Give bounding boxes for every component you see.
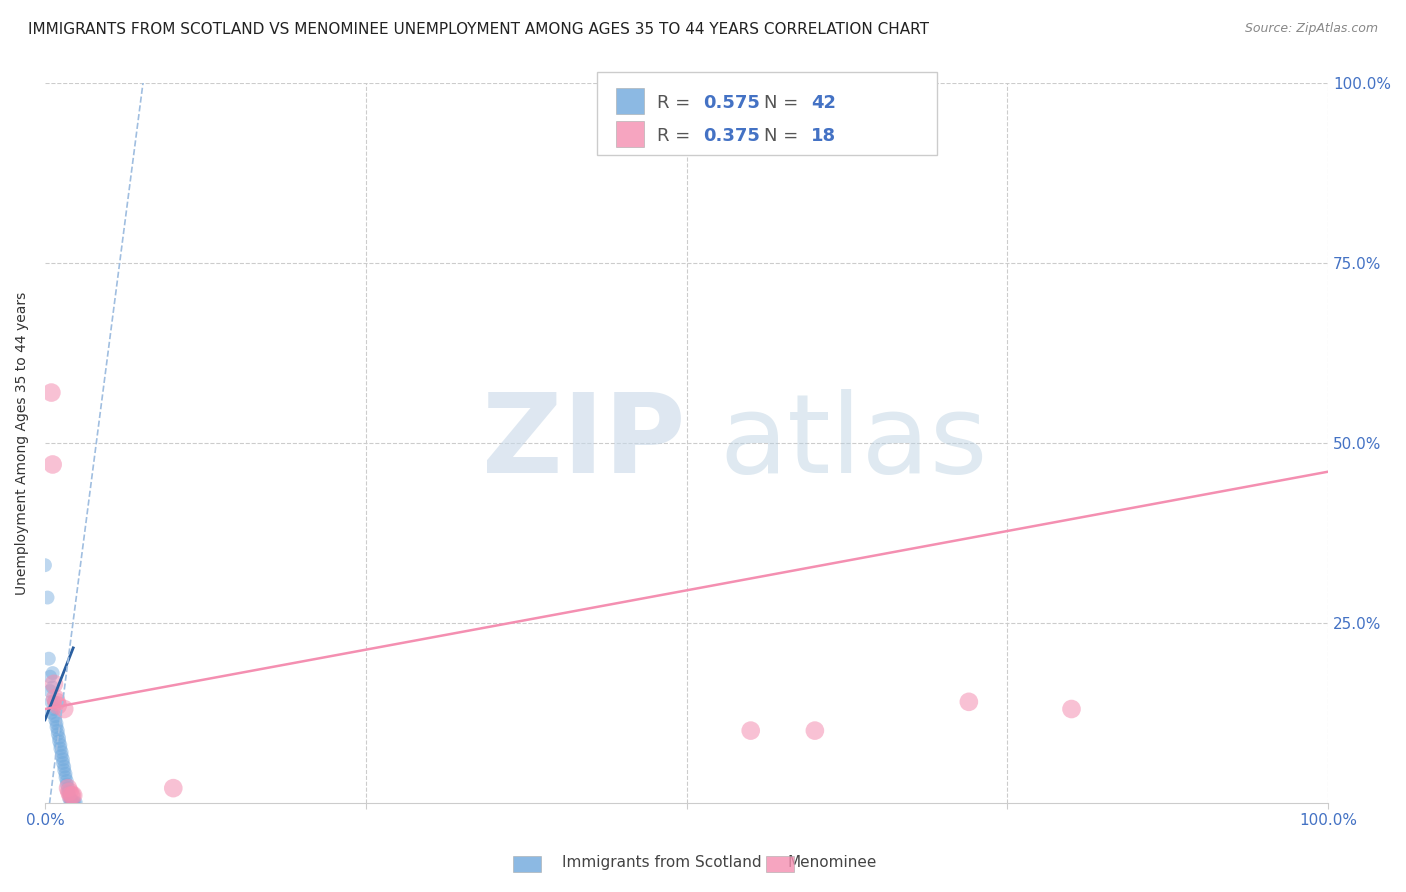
Point <box>62 789 84 803</box>
Point <box>34 558 56 573</box>
Point <box>65 796 87 810</box>
Point <box>49 741 72 756</box>
Point <box>56 774 79 789</box>
Point <box>37 591 59 605</box>
FancyBboxPatch shape <box>616 121 644 147</box>
Point <box>44 691 66 706</box>
Point <box>63 796 86 810</box>
Point <box>868 76 890 90</box>
Point <box>44 709 66 723</box>
Text: N =: N = <box>763 94 804 112</box>
Point <box>56 781 79 796</box>
Point <box>58 789 80 803</box>
Text: atlas: atlas <box>718 390 987 497</box>
Point <box>1060 702 1083 716</box>
Point <box>53 763 76 777</box>
Point <box>62 795 84 809</box>
Text: R =: R = <box>657 94 696 112</box>
Point <box>41 706 63 720</box>
Point <box>48 734 70 748</box>
Point <box>39 684 62 698</box>
Point <box>45 720 67 734</box>
Point <box>41 458 63 472</box>
Point <box>52 752 75 766</box>
Point <box>46 727 69 741</box>
Point <box>42 702 65 716</box>
Point <box>53 702 76 716</box>
Text: IMMIGRANTS FROM SCOTLAND VS MENOMINEE UNEMPLOYMENT AMONG AGES 35 TO 44 YEARS COR: IMMIGRANTS FROM SCOTLAND VS MENOMINEE UN… <box>28 22 929 37</box>
Point <box>41 695 63 709</box>
Point <box>41 385 63 400</box>
Point <box>59 789 82 803</box>
Text: 18: 18 <box>811 127 837 145</box>
Point <box>39 670 62 684</box>
Point <box>56 785 79 799</box>
Y-axis label: Unemployment Among Ages 35 to 44 years: Unemployment Among Ages 35 to 44 years <box>15 292 30 595</box>
Text: Source: ZipAtlas.com: Source: ZipAtlas.com <box>1244 22 1378 36</box>
Point <box>48 731 70 745</box>
Point <box>51 745 73 759</box>
Text: 42: 42 <box>811 94 837 112</box>
Text: R =: R = <box>657 127 696 145</box>
Point <box>45 695 67 709</box>
Point <box>55 770 77 784</box>
Point <box>42 695 65 709</box>
Point <box>56 778 79 792</box>
Point <box>804 723 827 738</box>
FancyBboxPatch shape <box>596 72 936 155</box>
Point <box>60 794 83 808</box>
Text: Immigrants from Scotland: Immigrants from Scotland <box>562 855 762 870</box>
Point <box>58 785 80 799</box>
Text: Menominee: Menominee <box>787 855 877 870</box>
Point <box>44 713 66 727</box>
Point <box>58 792 80 806</box>
Point <box>41 681 63 695</box>
Point <box>52 756 75 770</box>
Point <box>55 766 77 780</box>
Point <box>41 666 63 681</box>
Point <box>60 789 83 803</box>
Point <box>56 781 79 796</box>
Point <box>49 738 72 752</box>
Text: N =: N = <box>763 127 804 145</box>
Point <box>60 795 83 809</box>
Text: 0.375: 0.375 <box>703 127 761 145</box>
Point <box>957 695 980 709</box>
Point <box>162 781 184 796</box>
Point <box>59 792 82 806</box>
Point <box>46 698 69 713</box>
Text: ZIP: ZIP <box>482 390 686 497</box>
Point <box>51 748 73 763</box>
FancyBboxPatch shape <box>616 88 644 114</box>
Point <box>59 793 82 807</box>
Point <box>740 723 762 738</box>
Point <box>53 759 76 773</box>
Point <box>38 651 60 665</box>
Point <box>46 723 69 738</box>
Text: 0.575: 0.575 <box>703 94 761 112</box>
Point <box>45 716 67 731</box>
Point <box>42 677 65 691</box>
